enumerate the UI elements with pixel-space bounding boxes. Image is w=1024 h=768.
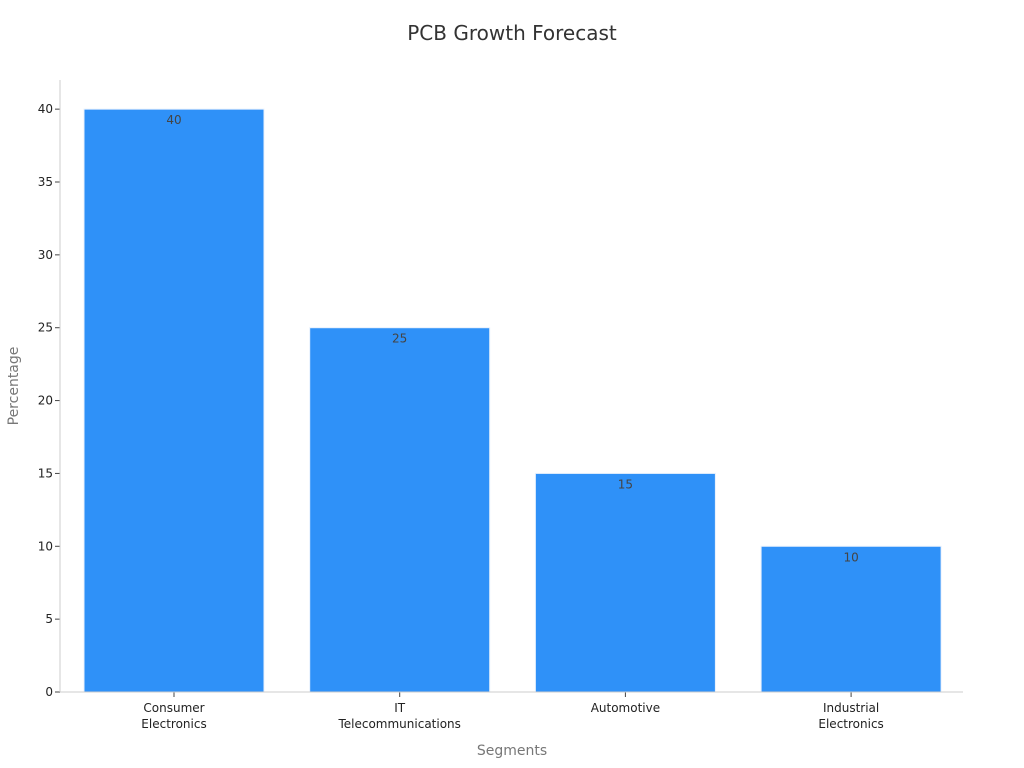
x-tick-label: Electronics xyxy=(818,717,883,731)
y-tick-label: 35 xyxy=(38,175,53,189)
bar xyxy=(534,472,716,693)
bar-value-label: 40 xyxy=(166,113,181,127)
y-axis-label: Percentage xyxy=(6,347,22,426)
bar xyxy=(309,327,491,693)
y-tick-label: 5 xyxy=(45,612,53,626)
y-ticks-group: 0 5 10 15 20 25 30 35 40 xyxy=(38,102,60,699)
y-tick-label: 25 xyxy=(38,321,53,335)
x-tick-label: Electronics xyxy=(141,717,206,731)
y-tick-label: 20 xyxy=(38,394,53,408)
x-tick-label: Telecommunications xyxy=(337,717,460,731)
x-tick-label: Consumer xyxy=(143,701,204,715)
y-tick-label: 10 xyxy=(38,539,53,553)
bar xyxy=(83,108,265,693)
bar-value-label: 15 xyxy=(618,477,633,491)
y-tick-label: 15 xyxy=(38,466,53,480)
bar xyxy=(760,545,942,693)
y-tick-label: 30 xyxy=(38,248,53,262)
x-tick-label: Industrial xyxy=(823,701,879,715)
bar-value-label: 25 xyxy=(392,332,407,346)
bars-group xyxy=(83,108,942,693)
data-labels-group: 40 25 15 10 xyxy=(166,113,858,564)
y-tick-label: 0 xyxy=(45,685,53,699)
y-tick-label: 40 xyxy=(38,102,53,116)
x-tick-label: IT xyxy=(394,701,406,715)
x-axis-label: Segments xyxy=(477,743,547,759)
x-ticks-group: Consumer Electronics IT Telecommunications A… xyxy=(141,692,884,731)
chart-title: PCB Growth Forecast xyxy=(407,21,617,45)
x-tick-label: Automotive xyxy=(591,701,660,715)
bar-value-label: 10 xyxy=(843,550,858,564)
